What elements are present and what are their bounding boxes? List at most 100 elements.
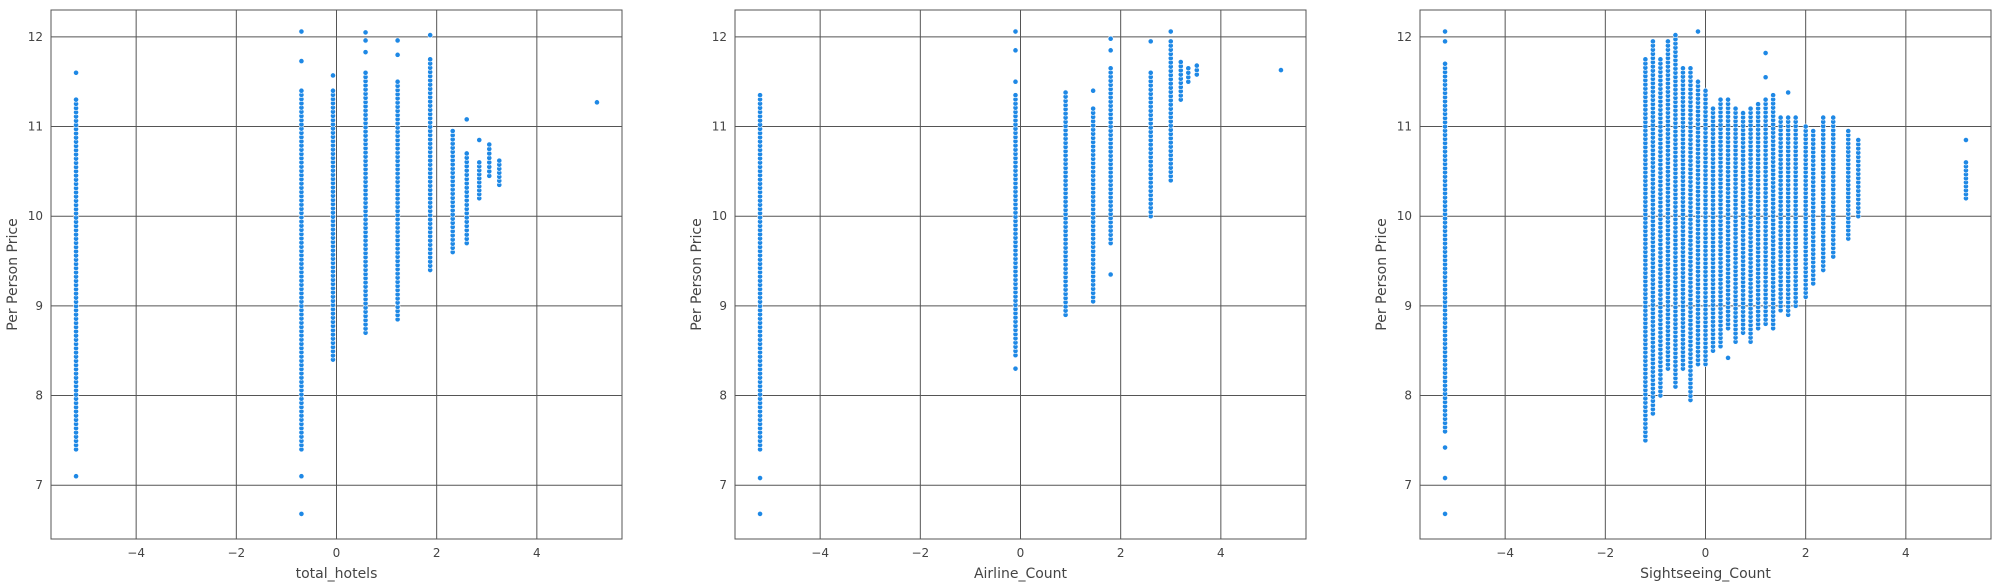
scatter-point xyxy=(1062,89,1069,96)
scatter-point xyxy=(1167,28,1174,35)
scatter-point xyxy=(1802,123,1809,130)
scatter-point xyxy=(1747,105,1754,112)
x-tick-label: −4 xyxy=(811,546,829,560)
x-tick-label: −2 xyxy=(911,546,929,560)
scatter-point xyxy=(1732,105,1739,112)
scatter-points xyxy=(73,28,600,517)
scatter-point xyxy=(1177,59,1184,65)
scatter-points xyxy=(1442,28,1969,517)
scatter-point xyxy=(427,56,434,63)
scatter-point xyxy=(1012,78,1019,85)
y-tick-label: 9 xyxy=(1404,299,1412,313)
scatter-point xyxy=(1147,38,1154,45)
scatter-point xyxy=(1442,38,1448,45)
x-tick-label: 0 xyxy=(1017,546,1025,560)
scatter-point xyxy=(1762,96,1769,103)
y-tick-label: 9 xyxy=(35,299,43,313)
scatter-point xyxy=(486,141,493,148)
x-axis-label: Airline_Count xyxy=(974,566,1068,582)
scatter-point xyxy=(73,96,79,103)
y-tick-label: 10 xyxy=(28,209,43,223)
scatter-point xyxy=(1963,137,1969,143)
scatter-point xyxy=(1107,271,1114,278)
x-tick-label: −4 xyxy=(1496,546,1514,560)
x-tick-label: 0 xyxy=(1702,546,1710,560)
scatter-point xyxy=(1147,69,1154,76)
scatter-point xyxy=(362,29,369,36)
scatter-point xyxy=(1777,114,1784,121)
scatter-point xyxy=(1090,87,1097,94)
scatter-point xyxy=(298,87,305,94)
y-axis-label: Per Person Price xyxy=(689,218,705,330)
y-tick-label: 8 xyxy=(35,389,43,403)
scatter-point xyxy=(1672,32,1679,39)
scatter-point xyxy=(1855,137,1862,143)
scatter-point xyxy=(1665,38,1671,45)
scatter-point xyxy=(757,92,763,99)
scatter-point xyxy=(1650,38,1656,45)
scatter-point xyxy=(1107,47,1114,54)
scatter-point xyxy=(1762,50,1769,56)
scatter-point xyxy=(594,99,600,106)
y-tick-label: 7 xyxy=(719,478,727,492)
scatter-point xyxy=(1963,159,1969,166)
scatter-point xyxy=(362,37,369,44)
y-tick-label: 11 xyxy=(712,120,727,134)
scatter-point xyxy=(1442,60,1448,67)
y-tick-label: 9 xyxy=(719,299,727,313)
y-tick-label: 12 xyxy=(28,30,43,44)
scatter-point xyxy=(1012,28,1019,35)
scatter-point xyxy=(1810,128,1817,134)
scatter-point xyxy=(362,69,369,76)
x-tick-label: 4 xyxy=(533,546,541,560)
scatter-panel-total-hotels: −4 −2 0 2 4 7 8 9 10 11 12 total_hotels Per Person… xyxy=(5,9,623,582)
scatter-point xyxy=(1792,114,1799,121)
scatter-point xyxy=(298,510,305,517)
scatter-point xyxy=(463,150,470,157)
scatter-point xyxy=(1657,56,1664,63)
scatter-point xyxy=(1193,62,1200,69)
x-tick-label: 2 xyxy=(1802,546,1810,560)
scatter-point xyxy=(1702,87,1709,94)
y-tick-label: 10 xyxy=(712,209,727,223)
y-tick-label: 10 xyxy=(1397,209,1412,223)
scatter-point xyxy=(1167,38,1174,45)
scatter-point xyxy=(476,137,483,143)
scatter-point xyxy=(1442,510,1448,517)
x-tick-label: 2 xyxy=(1117,546,1125,560)
y-tick-label: 7 xyxy=(35,478,43,492)
scatter-point xyxy=(1185,65,1192,72)
x-tick-label: 0 xyxy=(333,546,341,560)
scatter-point xyxy=(394,78,401,85)
scatter-point xyxy=(298,473,305,480)
tick-labels: −4 −2 0 2 4 7 8 9 10 11 12 xyxy=(28,30,541,560)
scatter-point xyxy=(1725,96,1731,103)
scatter-point xyxy=(1012,47,1019,54)
y-tick-label: 11 xyxy=(28,120,43,134)
y-tick-label: 7 xyxy=(1404,478,1412,492)
scatter-point xyxy=(1442,444,1448,451)
scatter-point xyxy=(1725,354,1731,361)
x-tick-label: −2 xyxy=(227,546,245,560)
x-axis-label: Sightseeing_Count xyxy=(1640,566,1771,582)
scatter-point xyxy=(1442,475,1448,481)
y-tick-label: 12 xyxy=(712,30,727,44)
scatter-point xyxy=(1278,67,1284,73)
grid-lines xyxy=(51,10,622,539)
scatter-point xyxy=(1012,92,1019,99)
scatter-points xyxy=(757,28,1284,517)
scatter-point xyxy=(1642,56,1649,63)
y-axis-label: Per Person Price xyxy=(5,218,21,330)
x-tick-label: −2 xyxy=(1596,546,1614,560)
scatter-point xyxy=(298,58,305,65)
scatter-point xyxy=(1107,65,1114,72)
y-axis-label: Per Person Price xyxy=(1374,218,1390,330)
scatter-point xyxy=(1845,128,1852,134)
scatter-point xyxy=(1785,114,1792,121)
scatter-point xyxy=(1442,28,1448,35)
y-tick-label: 12 xyxy=(1397,30,1412,44)
scatter-point xyxy=(1090,105,1097,112)
scatter-point xyxy=(362,49,369,56)
scatter-point xyxy=(330,72,336,79)
scatter-point xyxy=(1820,114,1827,121)
